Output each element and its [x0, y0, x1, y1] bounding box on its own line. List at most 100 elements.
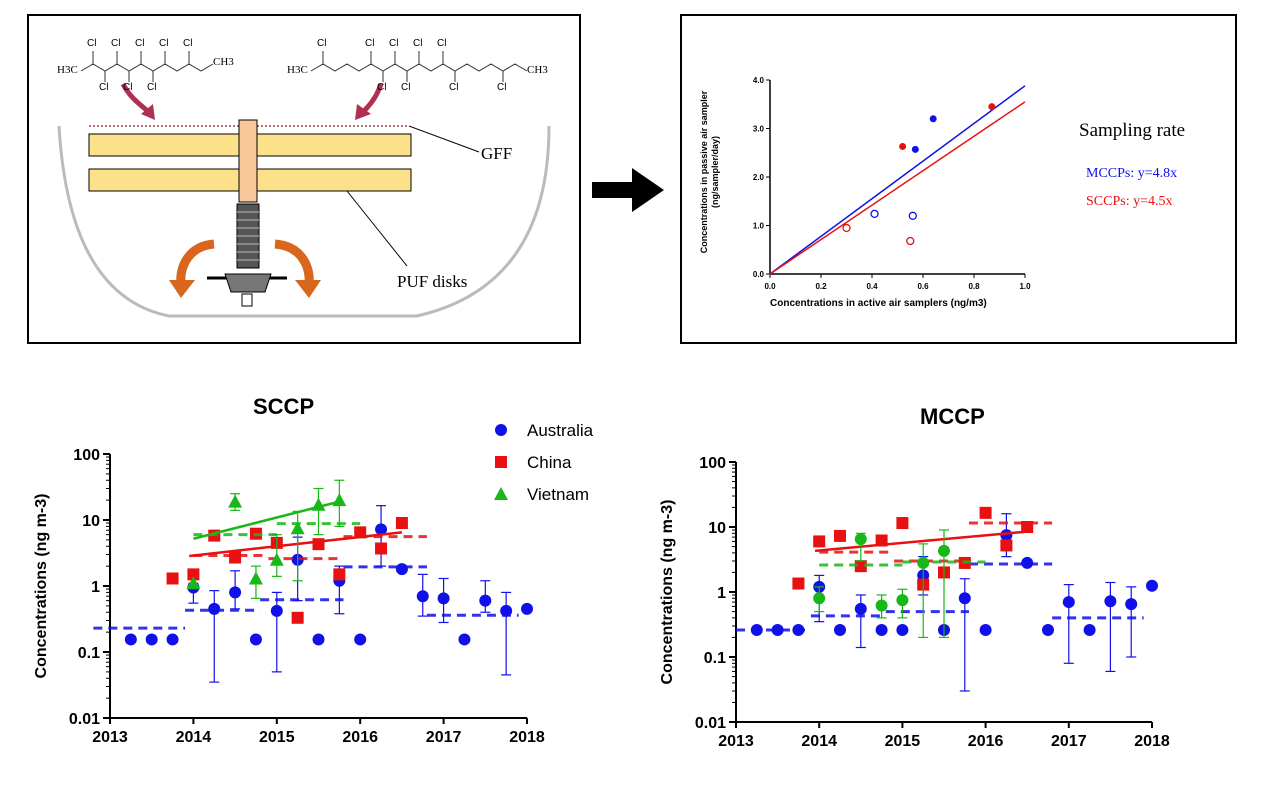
x-tick-label: 2016	[342, 729, 378, 746]
rate-y-tick-label: 2.0	[753, 173, 765, 182]
data-point-australia	[500, 604, 513, 617]
h3c-label-right: H3C	[287, 64, 308, 76]
x-tick-label: 2017	[1051, 733, 1087, 750]
data-point-australia	[437, 592, 450, 605]
data-point-china	[291, 611, 304, 624]
x-tick-label: 2015	[259, 729, 295, 746]
sampling-rate-chart: 0.0 0.2 0.4 0.6 0.8 1.0 0.0 1.0 2.0 3.0 4.0	[753, 76, 1031, 291]
data-point-vietnam	[269, 552, 284, 566]
rate-x-tick-label: 0.4	[866, 282, 878, 291]
y-tick-label: 1	[91, 579, 100, 596]
data-point-vietnam	[813, 592, 826, 605]
rate-y-tick-label: 1.0	[753, 222, 765, 231]
x-tick-label: 2018	[1134, 733, 1170, 750]
y-tick-label: 0.1	[78, 645, 100, 662]
data-point-china	[354, 526, 367, 539]
data-point-australia	[979, 624, 992, 637]
x-tick-label: 2016	[968, 733, 1004, 750]
data-point-australia	[208, 602, 221, 615]
data-point-china	[395, 517, 408, 530]
data-point-china	[813, 535, 826, 548]
data-point-vietnam	[186, 576, 201, 590]
mccp-molecule-structure	[310, 51, 528, 82]
y-tick-label: 0.1	[704, 650, 726, 667]
rate-y-tick-label: 3.0	[753, 125, 765, 134]
x-tick-label: 2017	[426, 729, 462, 746]
data-point-china	[375, 542, 388, 555]
sccp-equation: SCCPs: y=4.5x	[1086, 194, 1173, 209]
data-point-australia	[145, 633, 158, 646]
cl-label: Cl	[497, 82, 507, 93]
data-point-china	[792, 577, 805, 590]
data-point-vietnam	[938, 544, 950, 557]
data-point-vietnam	[875, 599, 888, 612]
rate-x-axis-label: Concentrations in active air samplers (n…	[770, 298, 987, 309]
data-point-australia	[416, 590, 429, 603]
y-tick-label: 100	[73, 447, 100, 464]
x-tick-label: 2014	[801, 733, 837, 750]
sampler-base-nut	[224, 273, 272, 293]
cl-label: Cl	[437, 38, 447, 49]
y-tick-label: 1	[717, 585, 726, 602]
data-point-australia	[1104, 595, 1117, 608]
data-point-australia	[1083, 624, 1096, 637]
data-point-australia	[312, 633, 325, 646]
data-point-vietnam	[311, 497, 326, 511]
cl-label: Cl	[317, 38, 327, 49]
data-point-china	[834, 529, 846, 542]
airflow-right-curve	[274, 239, 314, 287]
data-point-open	[870, 209, 879, 219]
y-axis-label: Concentrations (ng m-3)	[33, 494, 50, 679]
data-point-china	[854, 560, 867, 573]
data-point-open	[908, 211, 917, 220]
cl-label: Cl	[99, 82, 109, 93]
airflow-left-curve	[176, 239, 215, 287]
data-point-australia	[1042, 624, 1054, 637]
cl-label: Cl	[377, 82, 387, 93]
data-point-china	[1000, 539, 1013, 552]
y-tick-label: 10	[708, 520, 726, 537]
data-point-australia	[750, 624, 763, 637]
trend-line-china	[814, 530, 1028, 553]
data-point-filled	[899, 142, 907, 150]
cl-label: Cl	[87, 38, 97, 49]
data-point-vietnam	[248, 571, 263, 585]
data-point-china	[1021, 521, 1034, 533]
rate-x-tick-label: 0.0	[764, 282, 776, 291]
data-point-australia	[1062, 596, 1075, 609]
data-point-australia	[249, 633, 262, 646]
rate-y-tick-label: 4.0	[753, 76, 765, 85]
x-tick-label: 2013	[718, 733, 754, 750]
rate-y-tick-label: 0.0	[753, 270, 765, 279]
sampler-schematic-panel: H3C CH3 Cl Cl Cl Cl Cl Cl Cl Cl H3C CH3 …	[27, 14, 581, 344]
y-axis-label: Concentrations (ng m-3)	[659, 500, 676, 685]
cl-label: Cl	[401, 82, 411, 93]
data-point-australia	[375, 523, 388, 536]
y-tick-label: 100	[699, 455, 726, 472]
data-point-china	[333, 568, 346, 581]
rate-x-tick-label: 1.0	[1019, 282, 1031, 291]
cl-label: Cl	[147, 82, 157, 93]
x-tick-label: 2018	[509, 729, 545, 746]
data-point-china	[979, 506, 992, 519]
data-point-china	[875, 534, 888, 547]
legend-marker-australia	[495, 424, 507, 436]
data-point-australia	[792, 624, 805, 637]
h3c-label-left: H3C	[57, 64, 78, 76]
data-point-australia	[896, 624, 909, 637]
rate-x-tick-label: 0.2	[815, 282, 827, 291]
data-point-china	[166, 572, 179, 585]
legend-marker-china	[495, 456, 507, 468]
data-point-filled	[988, 103, 996, 111]
data-point-vietnam	[332, 493, 347, 507]
sampling-rate-title: Sampling rate	[1079, 120, 1186, 141]
data-point-australia	[521, 602, 533, 615]
data-point-vietnam	[290, 521, 305, 535]
data-point-australia	[834, 624, 846, 637]
data-point-china	[187, 568, 200, 581]
data-point-china	[229, 551, 242, 564]
data-point-australia	[458, 633, 471, 646]
cl-label: Cl	[183, 38, 193, 49]
gff-label: GFF	[481, 144, 513, 163]
legend-label-australia: Australia	[527, 421, 594, 440]
